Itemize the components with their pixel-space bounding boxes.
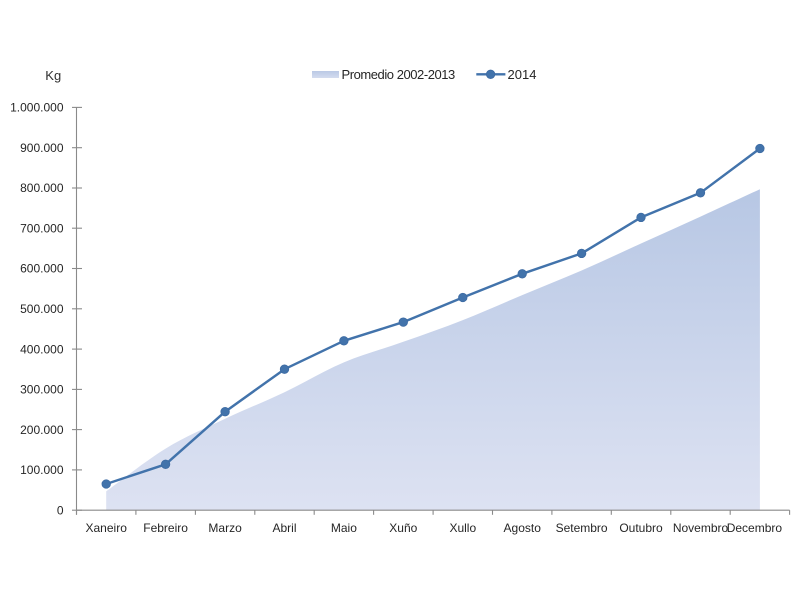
svg-text:Promedio 2002-2013: Promedio 2002-2013: [342, 67, 456, 82]
svg-text:700.000: 700.000: [20, 221, 64, 235]
svg-text:400.000: 400.000: [20, 342, 64, 356]
svg-text:600.000: 600.000: [20, 262, 64, 276]
svg-text:2014: 2014: [508, 67, 537, 82]
svg-text:Decembro: Decembro: [727, 521, 783, 535]
svg-text:1.000.000: 1.000.000: [10, 101, 64, 115]
svg-text:Kg: Kg: [45, 68, 61, 83]
svg-text:Setembro: Setembro: [556, 521, 608, 535]
svg-text:Xullo: Xullo: [449, 521, 476, 535]
svg-text:Maio: Maio: [331, 521, 357, 535]
svg-text:200.000: 200.000: [20, 423, 64, 437]
svg-text:900.000: 900.000: [20, 141, 64, 155]
svg-text:Febreiro: Febreiro: [143, 521, 188, 535]
svg-text:500.000: 500.000: [20, 302, 64, 316]
svg-text:Xuño: Xuño: [389, 521, 417, 535]
svg-text:300.000: 300.000: [20, 383, 64, 397]
svg-text:100.000: 100.000: [20, 463, 64, 477]
svg-text:Abril: Abril: [272, 521, 296, 535]
svg-text:0: 0: [57, 503, 64, 517]
svg-text:Novembro: Novembro: [673, 521, 729, 535]
svg-text:800.000: 800.000: [20, 181, 64, 195]
svg-text:Marzo: Marzo: [208, 521, 242, 535]
svg-text:Outubro: Outubro: [619, 521, 663, 535]
svg-text:Xaneiro: Xaneiro: [86, 521, 128, 535]
svg-text:Agosto: Agosto: [504, 521, 542, 535]
